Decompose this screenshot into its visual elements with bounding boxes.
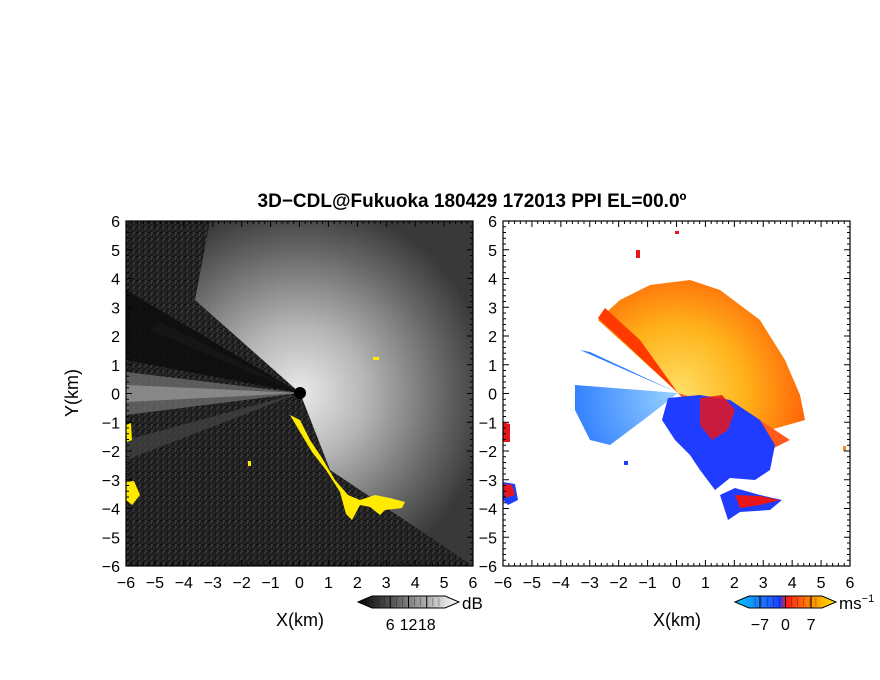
vel-y-tick-label: 5 [488, 243, 497, 260]
refl-y-tick-label: 2 [111, 329, 120, 346]
vel-x-tick-label: 5 [817, 575, 826, 592]
vel-x-tick-label: 6 [846, 575, 855, 592]
refl-y-tick-label: −5 [102, 530, 120, 547]
refl-x-tick-label: −4 [175, 575, 193, 592]
refl-y-tick-label: −6 [102, 559, 120, 576]
refl-x-tick-label: −3 [204, 575, 222, 592]
refl-y-tick-label: −4 [102, 502, 120, 519]
vel-y-tick-label: 1 [488, 358, 497, 375]
vel-y-tick-label: 0 [488, 387, 497, 404]
vel-x-tick-label: 4 [788, 575, 797, 592]
refl-colorbar-tick: 6 [386, 617, 395, 634]
clutter-region [290, 415, 405, 520]
refl-y-tick-label: 5 [111, 243, 120, 260]
vel-y-tick-label: 4 [488, 272, 497, 289]
toward-lobe [662, 395, 775, 490]
reflectivity-colorbar-unit: dB [462, 594, 483, 613]
vel-x-tick-label: −6 [494, 575, 512, 592]
refl-x-tick-label: 2 [353, 575, 362, 592]
vel-y-tick-label: −1 [479, 415, 497, 432]
refl-y-tick-label: 0 [111, 387, 120, 404]
vel-colorbar-tick: 0 [781, 617, 790, 634]
refl-colorbar-tick: 18 [418, 617, 436, 634]
vel-x-tick-label: 1 [701, 575, 710, 592]
reflectivity-axes: −6 −5 −4 −3 −2 −1 0 1 2 3 4 5 6 −6 −5 −4 −3 −2 −1 0 1 2 3 4 5 6 [102, 214, 478, 592]
vel-colorbar-tick: −7 [751, 617, 769, 634]
vel-y-tick-label: −2 [479, 444, 497, 461]
vel-y-tick-label: −6 [479, 559, 497, 576]
refl-x-tick-label: −5 [146, 575, 164, 592]
refl-y-tick-label: −1 [102, 415, 120, 432]
refl-x-tick-label: −1 [261, 575, 279, 592]
vel-y-tick-label: −3 [479, 473, 497, 490]
vel-x-tick-label: −2 [610, 575, 628, 592]
vel-x-tick-label: −1 [638, 575, 656, 592]
reflectivity-panel: −6 −5 −4 −3 −2 −1 0 1 2 3 4 5 6 −6 −5 −4 −3 −2 −1 0 1 2 3 4 5 6 X… [62, 214, 478, 630]
refl-colorbar-tick: 12 [400, 617, 418, 634]
refl-y-tick-label: 6 [111, 214, 120, 231]
refl-x-tick-label: 4 [411, 575, 420, 592]
vel-x-tick-label: 0 [672, 575, 681, 592]
vel-y-tick-label: 6 [488, 214, 497, 231]
velocity-x-label: X(km) [653, 610, 701, 630]
reflectivity-y-label: Y(km) [62, 369, 82, 417]
vel-x-tick-label: −3 [581, 575, 599, 592]
chart-title: 3D−CDL@Fukuoka 180429 172013 PPI EL=00.0… [258, 191, 687, 212]
refl-y-tick-label: −2 [102, 444, 120, 461]
refl-x-tick-label: −2 [233, 575, 251, 592]
refl-x-tick-label: 0 [295, 575, 304, 592]
vel-x-tick-label: −4 [552, 575, 570, 592]
velocity-image [503, 231, 846, 520]
refl-y-tick-label: −3 [102, 473, 120, 490]
refl-x-tick-label: −6 [117, 575, 135, 592]
vel-y-tick-label: −4 [479, 502, 497, 519]
reflectivity-x-label: X(km) [276, 610, 324, 630]
refl-x-tick-label: 6 [469, 575, 478, 592]
vel-x-tick-label: 3 [759, 575, 768, 592]
velocity-axes: −6 −5 −4 −3 −2 −1 0 1 2 3 4 5 6 −6 −5 −4 −3 −2 −1 0 1 2 3 4 5 6 [479, 214, 855, 592]
velocity-colorbar: −7 0 7 ms−1 [733, 593, 874, 634]
vel-y-tick-label: −5 [479, 530, 497, 547]
refl-y-tick-label: 1 [111, 358, 120, 375]
vel-colorbar-tick: 7 [807, 617, 816, 634]
vel-y-tick-label: 2 [488, 329, 497, 346]
vel-y-tick-label: 3 [488, 300, 497, 317]
refl-x-tick-label: 3 [382, 575, 391, 592]
reflectivity-image [126, 221, 473, 566]
velocity-colorbar-unit: ms−1 [839, 593, 874, 613]
reflectivity-colorbar: 6 12 18 dB [356, 594, 483, 634]
refl-y-tick-label: 4 [111, 272, 120, 289]
velocity-panel: −6 −5 −4 −3 −2 −1 0 1 2 3 4 5 6 −6 −5 −4 −3 −2 −1 0 1 2 3 4 5 6 X… [479, 214, 855, 630]
vel-x-tick-label: 2 [730, 575, 739, 592]
vel-x-tick-label: −5 [523, 575, 541, 592]
refl-x-tick-label: 1 [324, 575, 333, 592]
refl-y-tick-label: 3 [111, 300, 120, 317]
refl-x-tick-label: 5 [440, 575, 449, 592]
